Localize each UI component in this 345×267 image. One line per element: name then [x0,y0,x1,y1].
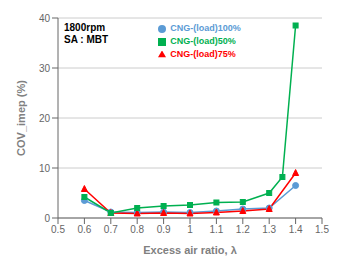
svg-text:COV_imep (%): COV_imep (%) [15,80,27,156]
html-text:CNG-(load)100%: CNG-(load)100% [170,23,241,33]
svg-text:0: 0 [44,213,50,224]
svg-text:1: 1 [187,224,193,235]
svg-text:0.5: 0.5 [51,224,65,235]
svg-text:0.6: 0.6 [77,224,91,235]
svg-text:30: 30 [39,63,51,74]
html-text:CNG-(load)75%: CNG-(load)75% [170,49,236,59]
svg-text:10: 10 [39,163,51,174]
svg-text:40: 40 [39,13,51,24]
svg-text:0.7: 0.7 [104,224,118,235]
svg-text:1.4: 1.4 [289,224,303,235]
svg-text:1.3: 1.3 [262,224,276,235]
html-text:1800rpm: 1800rpm [64,22,106,33]
svg-text:0.9: 0.9 [157,224,171,235]
svg-text:0.8: 0.8 [130,224,144,235]
svg-text:20: 20 [39,113,51,124]
html-text:CNG-(load)50%: CNG-(load)50% [170,36,236,46]
svg-text:1.1: 1.1 [209,224,223,235]
html-text:SA : MBT: SA : MBT [64,34,109,45]
svg-text:Excess air ratio, λ: Excess air ratio, λ [143,244,237,256]
svg-text:1.5: 1.5 [315,224,329,235]
svg-text:1.2: 1.2 [236,224,250,235]
